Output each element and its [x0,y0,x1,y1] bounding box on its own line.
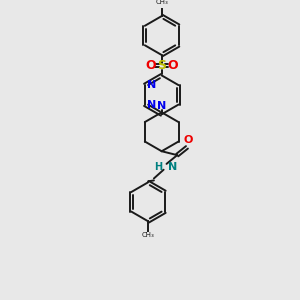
Text: O: O [183,135,193,146]
Text: S: S [157,59,166,72]
Text: N: N [147,80,156,90]
Text: CH₃: CH₃ [142,232,154,238]
Text: O: O [146,59,156,72]
Text: CH₃: CH₃ [155,0,168,5]
Text: H: H [154,162,163,172]
Text: O: O [167,59,178,72]
Text: N: N [167,162,177,172]
Text: N: N [147,100,156,110]
Text: N: N [157,101,166,111]
